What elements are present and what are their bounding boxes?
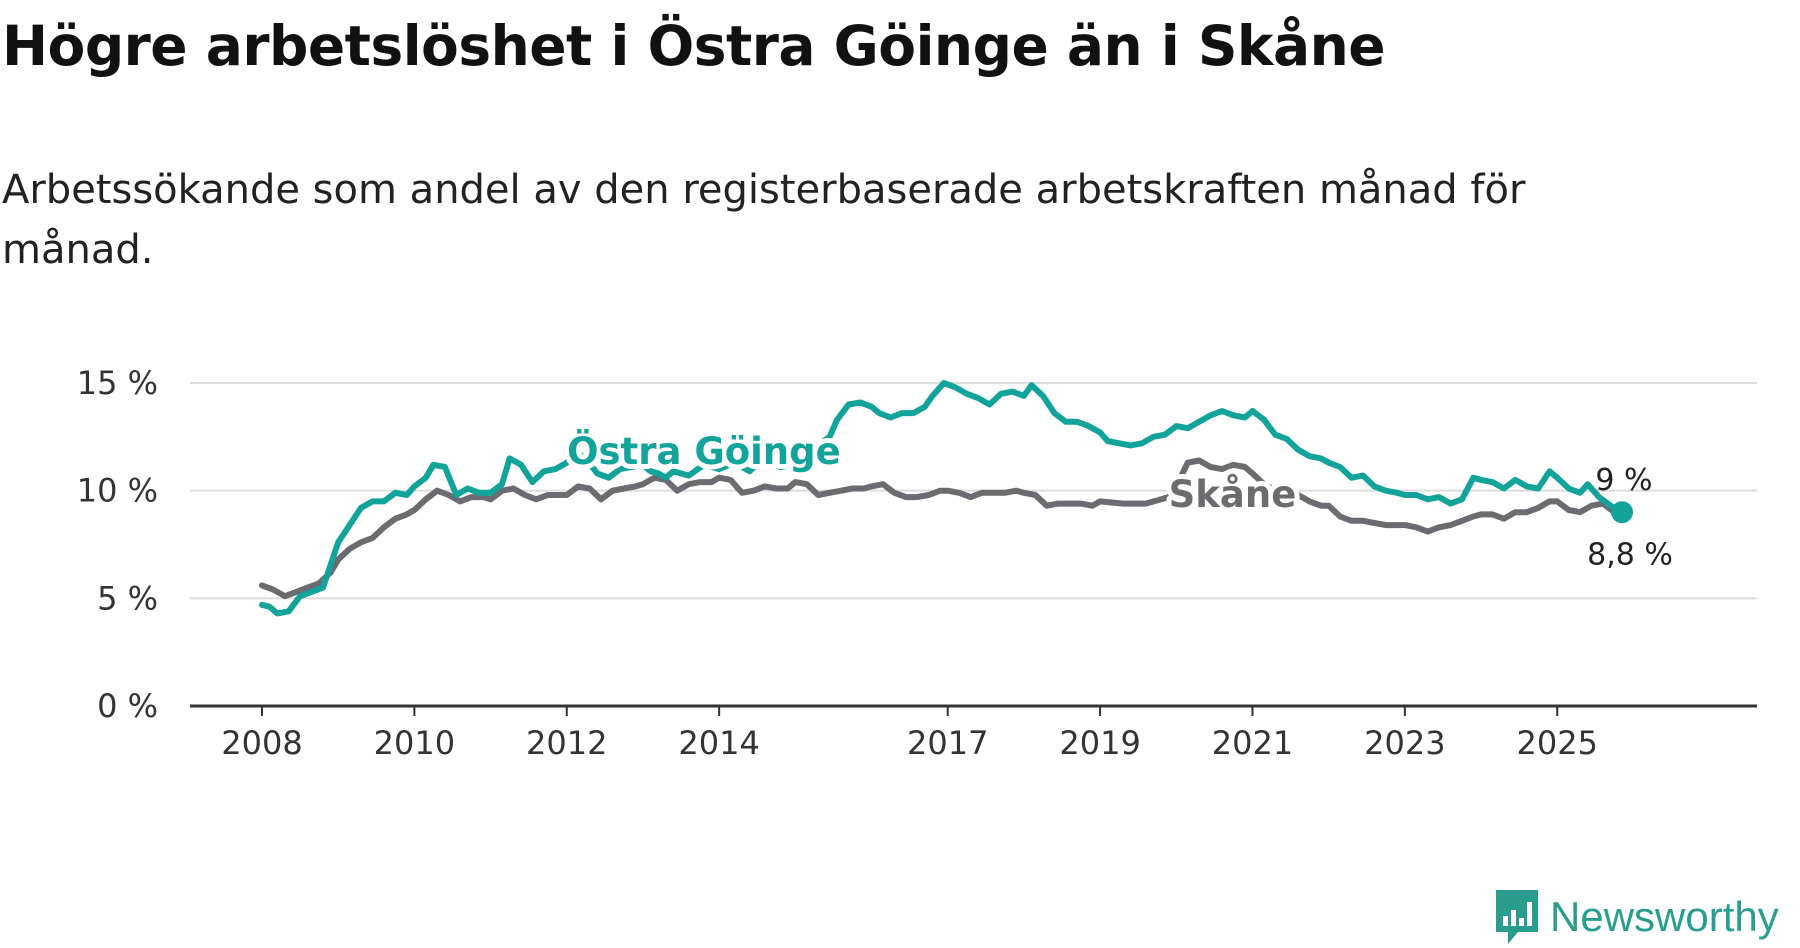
series-label-skane: Skåne bbox=[1169, 473, 1297, 516]
x-tick-label: 2019 bbox=[1059, 724, 1140, 762]
x-tick-label: 2025 bbox=[1517, 724, 1598, 762]
gridlines bbox=[190, 382, 1757, 600]
series-lines bbox=[259, 380, 1625, 617]
y-axis-ticks: 0 % 5 % 10 % 15 % bbox=[77, 364, 158, 725]
y-tick-label: 5 % bbox=[97, 579, 158, 617]
x-tick-label: 2008 bbox=[221, 724, 302, 762]
x-tick-label: 2023 bbox=[1364, 724, 1445, 762]
end-dot-ostra-goinge bbox=[1611, 501, 1633, 524]
x-axis-ticks: 2008 2010 2012 2014 2017 2019 2021 2023 2025 bbox=[221, 706, 1598, 762]
x-tick-label: 2014 bbox=[678, 724, 759, 762]
chart-title: Högre arbetslöshet i Östra Göinge än i S… bbox=[2, 14, 1386, 78]
x-tick-label: 2012 bbox=[526, 724, 607, 762]
y-tick-label: 15 % bbox=[77, 364, 158, 402]
x-tick-label: 2010 bbox=[374, 724, 455, 762]
newsworthy-logo[interactable]: Newsworthy bbox=[1494, 886, 1779, 948]
end-label-skane: 8,8 % bbox=[1587, 538, 1673, 573]
series-line-ostra-goinge bbox=[259, 380, 1625, 617]
end-label-ostra-goinge: 9 % bbox=[1595, 463, 1652, 498]
x-tick-label: 2021 bbox=[1212, 724, 1293, 762]
series-label-ostra-goinge: Östra Göinge bbox=[567, 429, 841, 473]
series-labels: Östra Göinge Skåne 9 % 8,8 % bbox=[562, 424, 1673, 573]
chart-subtitle: Arbetssökande som andel av den registerb… bbox=[2, 167, 1526, 273]
x-tick-label: 2017 bbox=[907, 724, 988, 762]
line-chart: 0 %5 %10 %15 % 2008 2010 2012 2014 2017 2019 2… bbox=[77, 364, 1757, 762]
series-line-skane bbox=[259, 457, 1625, 600]
newsworthy-icon bbox=[1496, 890, 1538, 944]
brand-name: Newsworthy bbox=[1550, 893, 1779, 940]
y-tick-label: 0 % bbox=[97, 687, 158, 725]
y-tick-label: 10 % bbox=[77, 472, 158, 510]
